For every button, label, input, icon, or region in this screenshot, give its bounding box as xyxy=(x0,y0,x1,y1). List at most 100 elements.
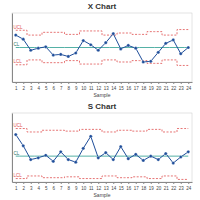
x-tick-label: 3 xyxy=(30,86,33,91)
data-point xyxy=(74,161,77,164)
x-tick: 13 xyxy=(104,182,110,191)
x-tick-label: 2 xyxy=(22,186,25,191)
x-tick-label: 13 xyxy=(104,86,110,91)
x-tick-mark xyxy=(16,82,17,84)
x-tick-mark xyxy=(151,82,152,84)
x-tick-mark xyxy=(181,82,182,84)
data-point xyxy=(22,38,25,41)
x-axis-line xyxy=(13,182,193,183)
x-tick: 18 xyxy=(141,82,147,91)
x-tick-label: 15 xyxy=(119,186,125,191)
x-tick: 13 xyxy=(104,82,110,91)
x-tick-label: 2 xyxy=(22,86,25,91)
data-point xyxy=(44,154,47,157)
x-tick-mark xyxy=(121,82,122,84)
x-tick: 12 xyxy=(96,82,102,91)
series-line xyxy=(16,34,189,62)
x-tick-mark xyxy=(121,182,122,184)
x-tick-mark xyxy=(143,182,144,184)
x-axis: 123456789101112131415161718192021222324 xyxy=(13,82,193,91)
x-tick: 14 xyxy=(111,82,117,91)
x-tick: 11 xyxy=(89,182,94,191)
x-tick-mark xyxy=(136,182,137,184)
x-tick: 21 xyxy=(164,82,170,91)
x-tick-mark xyxy=(188,182,189,184)
data-point xyxy=(97,156,100,159)
x-tick: 3 xyxy=(30,182,33,191)
data-point xyxy=(37,47,40,50)
data-point xyxy=(52,160,55,163)
data-point xyxy=(142,60,145,63)
data-point xyxy=(112,32,115,35)
x-tick-mark xyxy=(113,182,114,184)
data-point xyxy=(97,49,100,52)
data-point xyxy=(59,53,62,56)
data-point xyxy=(82,147,85,150)
chart-title: X Chart xyxy=(88,2,117,11)
x-tick-label: 3 xyxy=(30,186,33,191)
x-tick-mark xyxy=(46,182,47,184)
data-point xyxy=(67,158,70,161)
data-point xyxy=(104,151,107,154)
chart-panel: X Chart123456789101112131415161718192021… xyxy=(12,2,193,98)
x-tick-mark xyxy=(173,82,174,84)
series-label: UCL xyxy=(14,123,23,128)
x-tick-mark xyxy=(98,182,99,184)
data-point xyxy=(74,51,77,54)
x-tick: 24 xyxy=(186,82,192,91)
data-point xyxy=(119,47,122,50)
x-tick: 18 xyxy=(141,182,147,191)
data-point xyxy=(157,51,160,54)
x-tick-mark xyxy=(188,82,189,84)
x-tick-mark xyxy=(136,82,137,84)
x-tick-mark xyxy=(173,182,174,184)
data-point xyxy=(82,39,85,42)
data-point xyxy=(14,133,17,136)
x-tick-mark xyxy=(61,182,62,184)
data-point xyxy=(134,153,137,156)
x-tick: 7 xyxy=(60,82,63,91)
x-tick-label: 19 xyxy=(149,86,155,91)
x-tick-mark xyxy=(158,82,159,84)
x-tick-mark xyxy=(68,82,69,84)
x-axis: 123456789101112131415161718192021222324 xyxy=(13,182,193,191)
x-tick: 19 xyxy=(149,182,155,191)
x-tick-mark xyxy=(38,82,39,84)
x-tick: 16 xyxy=(126,182,132,191)
x-tick: 22 xyxy=(171,182,177,191)
x-tick-label: 8 xyxy=(67,186,70,191)
x-tick: 10 xyxy=(81,182,87,191)
data-point xyxy=(67,55,70,58)
x-tick-label: 11 xyxy=(89,186,94,191)
x-tick-label: 13 xyxy=(104,186,110,191)
x-tick-label: 6 xyxy=(52,186,55,191)
x-tick: 4 xyxy=(37,82,40,91)
x-axis-title: Sample xyxy=(94,192,111,198)
x-tick-label: 9 xyxy=(75,186,78,191)
x-tick: 12 xyxy=(96,182,102,191)
x-tick-mark xyxy=(91,182,92,184)
x-tick: 6 xyxy=(52,182,55,191)
x-tick: 10 xyxy=(81,82,87,91)
x-tick-mark xyxy=(68,182,69,184)
plot-marks xyxy=(14,30,190,66)
data-point xyxy=(134,47,137,50)
data-point xyxy=(164,42,167,45)
x-tick: 17 xyxy=(134,82,140,91)
x-tick-label: 22 xyxy=(171,86,177,91)
data-point xyxy=(14,33,17,36)
x-tick-mark xyxy=(166,82,167,84)
series-label: LCL xyxy=(14,173,23,178)
chart-svg: X Chart123456789101112131415161718192021… xyxy=(0,0,200,200)
x-tick-label: 16 xyxy=(126,86,132,91)
data-point xyxy=(149,60,152,63)
x-tick: 8 xyxy=(67,182,70,191)
data-point xyxy=(149,155,152,158)
x-tick-label: 24 xyxy=(186,86,192,91)
series-line xyxy=(16,129,189,132)
data-point xyxy=(187,150,190,153)
x-tick-mark xyxy=(98,82,99,84)
x-tick: 22 xyxy=(171,82,177,91)
x-tick-label: 1 xyxy=(15,86,18,91)
x-tick-mark xyxy=(76,182,77,184)
